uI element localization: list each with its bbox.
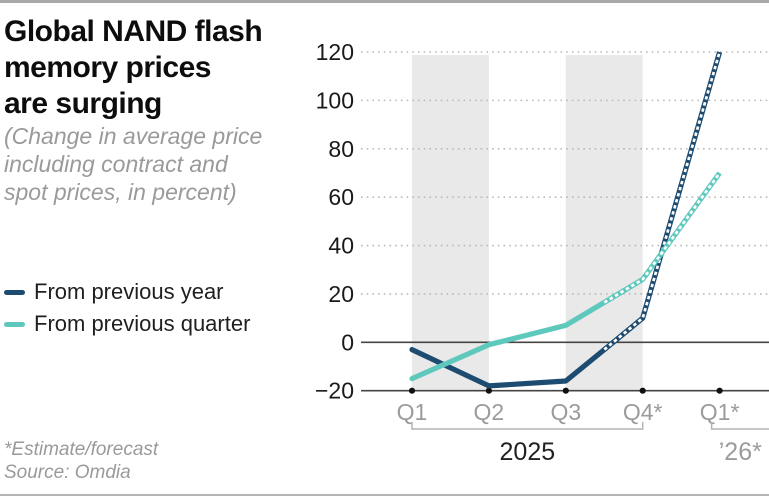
legend-swatch-prev-year-icon [4, 289, 25, 295]
footnote-source: Source: Omdia [4, 462, 131, 483]
y-axis-label: 80 [328, 136, 354, 162]
year-bracket [710, 422, 769, 430]
bottom-border-rule [0, 494, 769, 496]
year-bracket [411, 422, 644, 430]
y-axis-label: 60 [328, 184, 354, 210]
x-axis-label: Q3 [550, 399, 581, 425]
chart-subtitle-line-2: including contract and [4, 151, 228, 177]
x-axis-label: Q1 [397, 399, 428, 425]
chart-title-line-3: are surging [4, 87, 162, 120]
series-prev-year [409, 51, 723, 389]
legend-swatch-prev-quarter-icon [4, 321, 25, 327]
series-solid-line [409, 347, 607, 389]
year-label: 2025 [500, 438, 556, 466]
y-axis-label: 120 [316, 39, 354, 65]
x-axis-tick-dot [485, 387, 492, 394]
y-axis-labels: −20 0 20 40 60 80 100 120 [315, 39, 354, 404]
series-forecast-dash-gaps [603, 172, 721, 304]
x-axis-tick-dot [639, 387, 646, 394]
x-axis-tick-dot [408, 387, 416, 394]
series-solid-line [409, 299, 607, 382]
x-axis-label: Q4* [623, 399, 663, 425]
y-axis-label: 40 [328, 233, 354, 259]
chart-subtitle-line-1: (Change in average price [4, 123, 263, 149]
chart-subtitle-line-3: spot prices, in percent) [4, 179, 237, 205]
legend-label-prev-quarter: From previous quarter [34, 311, 251, 336]
x-axis-tick-dot [716, 387, 723, 394]
y-axis-label: 20 [328, 281, 354, 307]
chart-subtitle: (Change in average price including contr… [4, 122, 334, 206]
legend-label-prev-year: From previous year [34, 279, 224, 304]
top-border-rule [0, 0, 769, 3]
x-axis-label: Q1* [700, 399, 740, 425]
footnote-estimate: *Estimate/forecast [4, 439, 159, 460]
year-label: ’26* [719, 438, 762, 466]
series-prev-quarter [409, 171, 722, 382]
x-axis-label: Q2 [474, 399, 505, 425]
legend-item-prev-quarter: From previous quarter [4, 308, 250, 340]
y-axis-label: −20 [315, 378, 354, 404]
legend: From previous year From previous quarter [4, 276, 250, 340]
series-forecast-dash-gaps [603, 51, 721, 351]
shaded-band [412, 55, 489, 391]
x-axis-labels: Q1 Q2 Q3 Q4* Q1* [397, 399, 740, 425]
shaded-quarter-bands [412, 55, 643, 391]
chart-title-line-1: Global NAND flash [4, 15, 263, 48]
x-axis-tick-dot [562, 387, 569, 394]
y-axis-label: 100 [316, 87, 354, 113]
chart-title-line-2: memory prices [4, 51, 211, 84]
shaded-band [565, 55, 643, 391]
chart-title: Global NAND flash memory prices are surg… [4, 14, 334, 122]
legend-item-prev-year: From previous year [4, 276, 250, 308]
y-axis-label: 0 [341, 329, 354, 355]
footnote: *Estimate/forecast Source: Omdia [4, 438, 158, 484]
